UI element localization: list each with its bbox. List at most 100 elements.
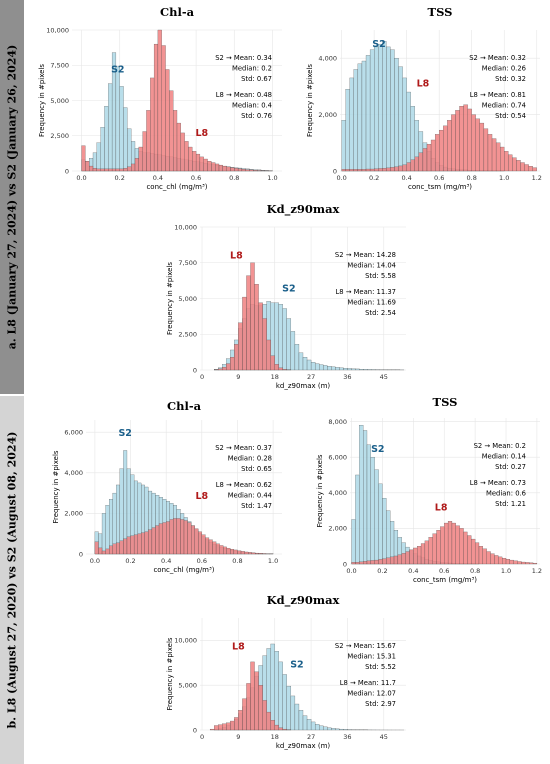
histogram-bar (327, 366, 332, 371)
histogram-bar (211, 162, 216, 172)
histogram-bar (254, 671, 259, 731)
histogram-bar (378, 559, 383, 565)
y-tick-label: 4,000 (328, 489, 347, 497)
histogram-bar (282, 369, 287, 371)
x-tick-label: 9 (236, 373, 240, 381)
histogram-bar (187, 522, 192, 555)
x-tick-label: 0.4 (153, 174, 163, 182)
y-axis-label: Frequency in #pixels (306, 64, 314, 137)
x-tick-label: 0.0 (76, 174, 86, 182)
histogram-bar (434, 134, 440, 172)
histogram-bar (214, 725, 219, 731)
histogram-bar (370, 560, 375, 565)
x-tick-label: 0 (200, 373, 204, 381)
histogram-bar (451, 114, 456, 172)
histogram-bar (108, 83, 113, 172)
histogram-bar (282, 308, 287, 371)
x-tick-label: 0.0 (90, 557, 100, 565)
histogram-bar (430, 139, 436, 172)
histogram-bar (414, 156, 419, 172)
histogram-bar (498, 556, 503, 565)
series-label-l8: L8 (195, 491, 208, 502)
histogram-bar (109, 545, 113, 555)
histogram-bar (254, 284, 259, 371)
histogram-bar (274, 302, 279, 371)
chart-title: TSS (428, 5, 453, 19)
histogram-bar (451, 522, 456, 565)
x-tick-label: 45 (380, 733, 388, 741)
stat-median-l8: Median: 0.44 (228, 492, 272, 500)
y-tick-label: 4,000 (318, 55, 337, 63)
histogram-bar (422, 148, 428, 172)
x-tick-label: 0.8 (232, 557, 242, 565)
histogram-bar (459, 528, 464, 565)
histogram-bar (390, 167, 395, 172)
histogram-bar (483, 128, 489, 172)
histogram-bar (218, 724, 223, 731)
histogram-bar (359, 424, 364, 565)
histogram-bar (363, 430, 368, 565)
histogram-panel: 0 2,000 4,000 6,000 0.0 0.2 0.4 0.6 0.8 1.0 Chl-a c… (52, 399, 282, 574)
histogram-bar (505, 559, 511, 565)
histogram-bar (424, 540, 429, 565)
stat-std-s2: Std: 0.27 (495, 463, 526, 471)
histogram-bar (230, 720, 235, 731)
histogram-bar (366, 560, 371, 565)
histogram-bar (378, 168, 383, 172)
y-tick-label: 5,000 (178, 295, 197, 303)
y-tick-label: 0 (333, 167, 337, 175)
stat-std-l8: Std: 2.54 (365, 309, 396, 317)
histogram-bar (180, 519, 185, 555)
histogram-bar (426, 144, 432, 172)
x-tick-label: 45 (380, 373, 388, 381)
y-tick-label: 5,000 (50, 97, 69, 105)
histogram-bar (230, 549, 235, 555)
histogram-bar (386, 167, 391, 172)
histogram-bar (490, 553, 495, 565)
histogram-bar (467, 535, 472, 565)
histogram-bar (298, 710, 304, 731)
histogram-bar (212, 541, 217, 555)
histogram-bar (306, 719, 312, 731)
histogram-bar (463, 531, 468, 565)
histogram-bar (528, 166, 533, 172)
x-axis-label: kd_z90max (m) (276, 382, 331, 390)
histogram-bar (241, 169, 246, 172)
histogram-bar (529, 562, 534, 565)
histogram-bar (250, 661, 255, 731)
histogram-bar (374, 46, 379, 172)
histogram-bar (382, 41, 387, 172)
histogram-bar (176, 122, 181, 172)
histogram-bar (475, 118, 480, 172)
stat-mean-s2: S2 → Mean: 0.34 (215, 54, 272, 62)
histogram-bar (127, 166, 132, 172)
histogram-bar (222, 165, 227, 172)
histogram-bar (323, 365, 328, 371)
x-tick-label: 36 (343, 733, 351, 741)
histogram-bar (226, 547, 231, 555)
x-axis-label: conc_tsm (mg/m³) (413, 576, 477, 584)
histogram-bar (100, 127, 105, 172)
histogram-bar (494, 555, 499, 565)
stat-mean-s2: S2 → Mean: 15.67 (335, 642, 396, 650)
histogram-bar (355, 474, 360, 565)
histogram-bar (101, 513, 106, 555)
stat-mean-s2: S2 → Mean: 0.32 (469, 54, 526, 62)
stat-median-l8: Median: 11.69 (347, 299, 396, 307)
histogram-bar (532, 562, 538, 565)
histogram-bar (374, 559, 379, 565)
stat-std-s2: Std: 5.58 (365, 272, 396, 280)
chart-title: TSS (433, 395, 458, 409)
series-label-l8: L8 (417, 78, 430, 89)
histogram-bar (226, 722, 231, 731)
histogram-bar (370, 457, 375, 565)
histogram-bar (339, 728, 344, 731)
x-tick-label: 0.2 (377, 567, 387, 575)
histogram-bar (242, 698, 247, 731)
histogram-bar (270, 720, 275, 731)
histogram-bar (366, 444, 371, 565)
histogram-bar (341, 120, 346, 172)
y-tick-label: 2,500 (50, 132, 69, 140)
stat-std-s2: Std: 0.67 (241, 75, 272, 83)
histogram-bar (513, 560, 518, 565)
